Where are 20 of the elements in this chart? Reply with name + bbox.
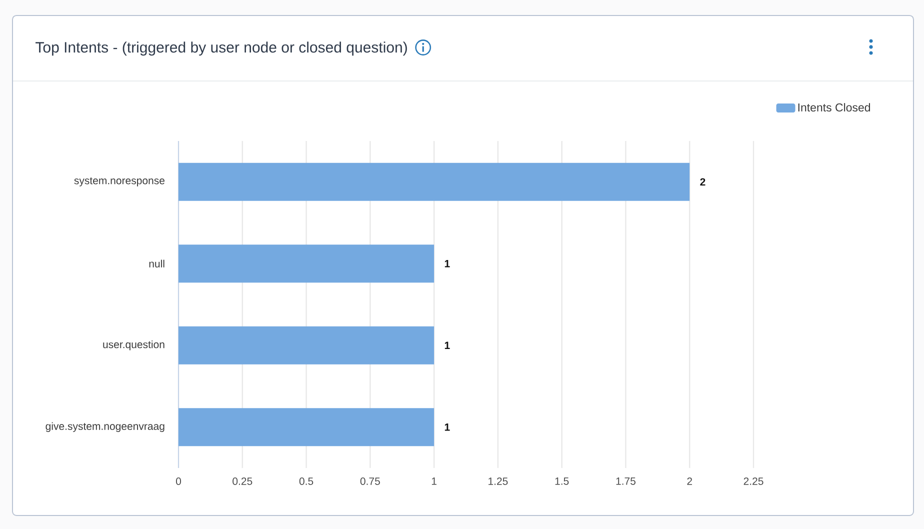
x-tick-label: 0.75 — [360, 478, 380, 485]
y-tick-label: user.question — [103, 340, 164, 350]
legend-label: Intents Closed — [798, 103, 870, 112]
data-label: 2 — [700, 178, 706, 186]
x-tick-label: 0 — [176, 478, 182, 485]
y-tick-label: system.noresponse — [74, 177, 164, 186]
x-tick-label: 1.25 — [488, 478, 508, 485]
x-tick-label: 1.5 — [555, 478, 569, 485]
x-tick-label: 2.25 — [744, 478, 764, 485]
x-tick-label: 1.75 — [616, 478, 636, 485]
x-tick-label: 0.25 — [232, 478, 252, 485]
data-label: 1 — [444, 260, 450, 268]
data-label: 1 — [444, 342, 450, 349]
x-tick-label: 2 — [687, 478, 692, 485]
y-tick-label: give.system.nogeenvraag — [46, 422, 164, 432]
y-tick-label: null — [149, 260, 164, 268]
x-tick-label: 0.5 — [299, 478, 314, 485]
data-label: 1 — [444, 424, 450, 431]
x-tick-label: 1 — [432, 478, 436, 485]
chart-title: Top Intents - (triggered by user node or closed question) — [36, 42, 407, 56]
